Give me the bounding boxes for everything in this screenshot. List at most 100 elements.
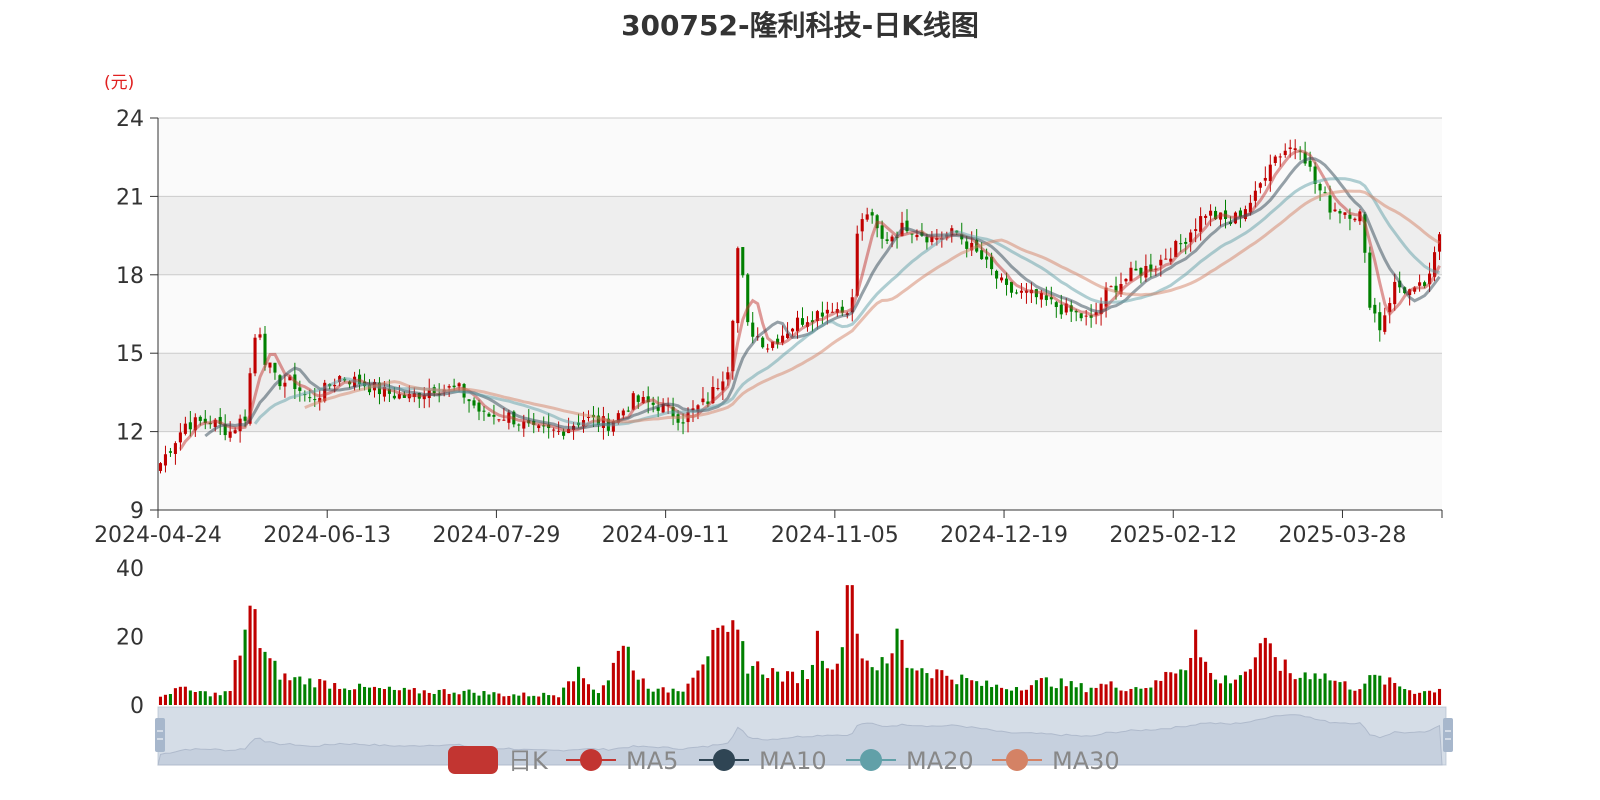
candle-body [273,362,277,373]
volume-tick-label: 20 [116,626,144,651]
volume-bar [178,686,182,705]
candle-body [1194,229,1198,231]
volume-bar [795,683,800,705]
candle-body [298,387,302,391]
candle-body [1114,285,1118,293]
volume-bar [975,681,979,705]
volume-bar [1044,677,1048,705]
volume-bar [462,690,466,705]
volume-bar [731,620,735,705]
legend-label-2: MA10 [759,747,827,775]
candle-body [915,234,919,238]
volume-bar [1089,687,1093,705]
candle-body [716,388,720,390]
volume-bar [1368,675,1372,705]
volume-bar [810,664,814,705]
candle-body [1283,150,1287,156]
volume-bar [741,641,745,705]
volume-bar [1059,678,1063,705]
candle-body [1428,273,1432,285]
volume-bar [835,663,839,705]
candle-body [1059,304,1063,315]
candle-body [1039,292,1043,300]
candle-body [985,256,989,260]
volume-bar [930,678,934,705]
legend-marker-2 [713,749,735,771]
volume-bar [372,686,377,705]
volume-bar [581,678,586,705]
candle-body [502,419,506,421]
volume-bar [1418,692,1422,705]
volume-bar [1169,672,1173,705]
volume-bar [173,688,177,705]
volume-bar [542,692,546,705]
volume-bar [1423,691,1427,705]
candle-body [1423,282,1427,287]
candle-body [248,373,252,424]
volume-bar [1343,681,1347,705]
legend-label-1: MA5 [626,747,678,775]
volume-bar [606,680,610,705]
volume-bar [263,651,267,705]
candle-body [1134,268,1138,271]
volume-bar [970,680,974,705]
candle-body [691,408,695,411]
volume-bar [1004,689,1009,705]
volume-bar [387,686,391,705]
volume-bar [790,671,795,705]
volume-bar [1019,690,1024,705]
price-grid-bands [157,117,1442,511]
candle-body [163,454,168,466]
candle-body [731,320,735,372]
candle-body [313,399,317,401]
volume-bar [870,667,874,705]
volume-bar [377,688,382,705]
volume-bar [1383,684,1387,705]
candle-body [522,421,526,429]
volume-bar [248,605,252,705]
volume-bar [512,694,516,705]
volume-bar [293,677,297,705]
candle-body [855,233,859,296]
candle-body [1378,312,1382,331]
price-unit-label: (元) [104,73,135,93]
volume-bar [1413,693,1417,705]
volume-bar [522,692,526,705]
candle-body [497,419,501,421]
candle-body [482,410,486,412]
volume-bar [1174,673,1178,705]
volume-bar [1179,669,1183,705]
candle-body [223,424,227,436]
volume-bar [1164,671,1168,705]
candle-body [930,236,934,243]
volume-bar [348,690,352,705]
volume-tick-label: 0 [130,694,144,719]
volume-bar [492,692,496,705]
candle-body [243,416,247,421]
legend-label-3: MA20 [906,747,974,775]
candle-body [552,429,556,431]
volume-bar [1263,637,1267,705]
volume-bar [1437,688,1442,705]
slider-handle[interactable] [155,718,165,752]
volume-bar [218,695,222,705]
volume-bar [1288,673,1292,705]
candle-body [1044,295,1048,301]
volume-bar [855,633,859,705]
volume-bar [467,689,471,705]
volume-bar [233,660,237,705]
volume-bar [656,688,660,705]
volume-bar [591,689,596,705]
candle-body [830,311,834,313]
candle-body [1313,166,1317,184]
candle-body [193,417,197,431]
slider-selection[interactable] [158,707,1446,765]
candle-body [333,384,337,387]
legend-marker-1 [580,749,602,771]
volume-bar [183,686,187,705]
candle-body [1199,216,1203,232]
legend-label-0: 日K [508,747,549,775]
candle-body [825,309,829,314]
volume-bar [771,668,775,705]
slider-handle[interactable] [1443,718,1453,752]
